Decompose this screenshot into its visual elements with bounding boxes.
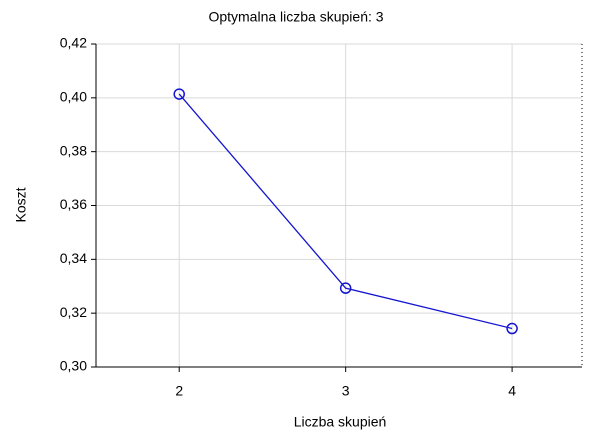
y-axis-label: Koszt [13, 187, 29, 222]
point [339, 282, 352, 294]
y-tick-label: 0,36 [60, 196, 87, 212]
y-tick-label: 0,30 [60, 358, 87, 374]
x-tick-label: 4 [508, 383, 516, 399]
y-tick-label: 0,34 [60, 250, 87, 266]
x-tick-label: 2 [175, 383, 183, 399]
x-tick-label: 3 [342, 383, 350, 399]
chart-title: Optymalna liczba skupień: 3 [208, 9, 383, 25]
x-axis-label: Liczba skupień [294, 414, 387, 430]
y-tick-label: 0,38 [60, 142, 87, 158]
point [506, 322, 518, 335]
y-tick-label: 0,42 [60, 35, 87, 51]
point [173, 88, 185, 100]
line [178, 93, 513, 330]
y-tick-label: 0,32 [60, 304, 87, 320]
y-tick-label: 0,40 [60, 89, 87, 105]
